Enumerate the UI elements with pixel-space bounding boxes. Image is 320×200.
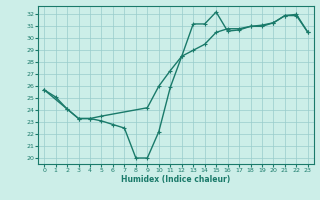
- X-axis label: Humidex (Indice chaleur): Humidex (Indice chaleur): [121, 175, 231, 184]
